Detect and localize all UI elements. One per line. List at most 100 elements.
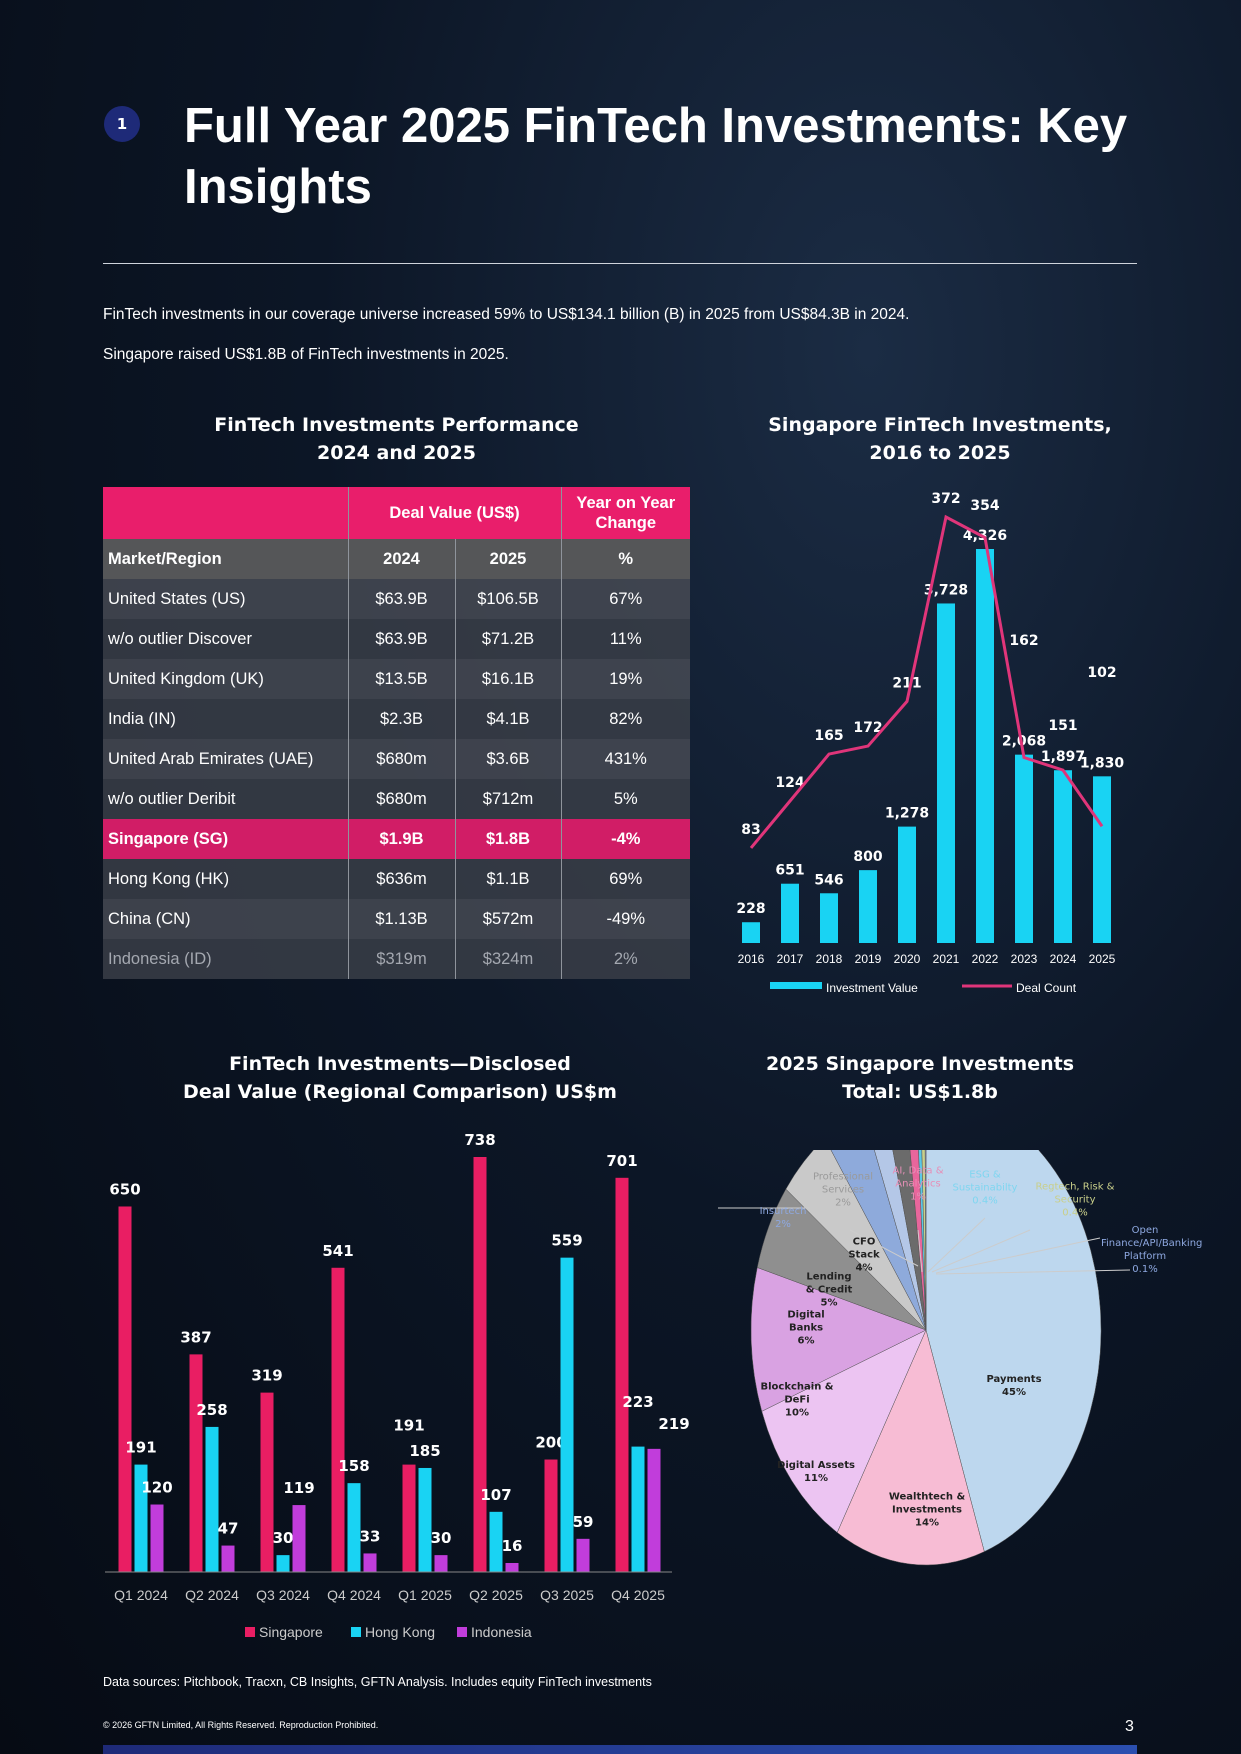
- pie-label-percent: 10%: [785, 1407, 809, 1419]
- yoy-cell: -4%: [561, 819, 690, 859]
- year-tick-label: 2021: [933, 952, 960, 966]
- yoy-cell: 431%: [561, 739, 690, 779]
- legend-label: Singapore: [259, 1624, 323, 1640]
- region-cell: w/o outlier Deribit: [103, 779, 349, 819]
- hong-kong-bar: [489, 1511, 503, 1572]
- indonesia-value-label: 47: [218, 1520, 239, 1538]
- year-tick-label: 2017: [777, 952, 804, 966]
- pie-label: Open Finance/API/Banking Platform 0.1%: [1101, 1224, 1202, 1276]
- value-2024-cell: $1.13B: [348, 899, 456, 939]
- pie-label-category: ESG & Sustainabilty: [952, 1169, 1018, 1194]
- investment-value-bar: [820, 893, 838, 943]
- year-tick-label: 2025: [1089, 952, 1116, 966]
- investment-value-bar: [1054, 770, 1072, 943]
- investment-value-label: 228: [736, 901, 765, 917]
- indonesia-value-label: 59: [573, 1513, 594, 1531]
- regional-chart-title-line1: FinTech Investments—Disclosed: [229, 1053, 571, 1075]
- hong-kong-bar: [347, 1483, 361, 1572]
- pie-slice: [918, 1150, 927, 1331]
- table-title: FinTech Investments Performance 2024 and…: [103, 411, 690, 467]
- column-header: %: [561, 539, 690, 579]
- pie-chart-title-line2: Total: US$1.8b: [842, 1081, 998, 1103]
- value-2025-cell: $3.6B: [455, 739, 562, 779]
- deal-count-label: 354: [970, 498, 999, 514]
- column-header: 2025: [455, 539, 562, 579]
- singapore-bar: [402, 1464, 416, 1572]
- table-row: China (CN) $1.13B $572m -49%: [103, 899, 690, 939]
- sg-investments-chart: 228 2016 83 651 2017 124 546 2018 165 800 2019 172 1…: [736, 498, 1116, 989]
- pie-label-percent: 14%: [915, 1517, 939, 1529]
- hong-kong-bar: [418, 1467, 432, 1572]
- investment-value-label: 2,068: [1002, 734, 1046, 750]
- value-2025-cell: $71.2B: [455, 619, 562, 659]
- leader-line: [849, 1229, 919, 1267]
- data-sources-note: Data sources: Pitchbook, Tracxn, CB Insi…: [103, 1675, 652, 1689]
- pie-label-percent: 5%: [820, 1297, 838, 1309]
- singapore-value-label: 541: [322, 1242, 353, 1260]
- singapore-value-label: 738: [464, 1131, 495, 1149]
- indonesia-bar: [647, 1448, 661, 1572]
- hong-kong-value-label: 223: [622, 1393, 653, 1411]
- indonesia-value-label: 120: [141, 1479, 172, 1497]
- pie-label: Wealthtech & Investments 14%: [882, 1491, 972, 1530]
- indonesia-bar: [221, 1545, 235, 1572]
- value-2024-cell: $63.9B: [348, 579, 456, 619]
- yoy-cell: 19%: [561, 659, 690, 699]
- deal-count-label: 151: [1048, 718, 1077, 734]
- value-2025-cell: $324m: [455, 939, 562, 979]
- hong-kong-value-label: 107: [480, 1486, 511, 1504]
- indonesia-value-label: 30: [431, 1529, 452, 1547]
- investment-value-bar: [781, 883, 799, 943]
- pie-label-percent: 2%: [775, 1219, 791, 1230]
- pie-label-category: Payments: [986, 1374, 1042, 1385]
- value-2025-cell: $16.1B: [455, 659, 562, 699]
- hong-kong-bar: [134, 1464, 148, 1572]
- value-2024-cell: $680m: [348, 739, 456, 779]
- year-tick-label: 2020: [894, 952, 921, 966]
- legend-swatch: [457, 1627, 467, 1637]
- singapore-bar: [473, 1157, 487, 1572]
- deal-count-label: 211: [892, 675, 921, 691]
- pie-label: CFO Stack 4%: [844, 1236, 884, 1275]
- singapore-value-label: 319: [251, 1367, 282, 1385]
- indonesia-bar: [434, 1555, 448, 1572]
- value-2024-cell: $636m: [348, 859, 456, 899]
- value-2025-cell: $106.5B: [455, 579, 562, 619]
- regional-comparison-chart: 650 191 120 Q1 2024 387 258 47 Q2 2024 319 30 119 Q…: [105, 1131, 690, 1640]
- pie-slice: [761, 1329, 927, 1533]
- pie-slice: [892, 1150, 927, 1331]
- legend-swatch: [351, 1627, 361, 1637]
- pie-label-percent: 45%: [1002, 1387, 1026, 1398]
- quarter-tick-label: Q3 2025: [540, 1587, 594, 1603]
- singapore-value-label: 387: [180, 1328, 211, 1346]
- pie-label-category: Blockchain & DeFi: [760, 1381, 834, 1406]
- pie-label: Lending & Credit 5%: [802, 1271, 857, 1310]
- investment-value-bar: [898, 826, 916, 943]
- pie-slice: [909, 1150, 927, 1331]
- pie-chart-title: 2025 Singapore Investments Total: US$1.8…: [720, 1050, 1120, 1106]
- hong-kong-value-label: 185: [409, 1442, 440, 1460]
- indonesia-value-label: 219: [658, 1415, 689, 1433]
- investment-value-bar: [937, 603, 955, 943]
- leader-line: [927, 1217, 986, 1273]
- value-2024-cell: $2.3B: [348, 699, 456, 739]
- performance-table: Deal Value (US$) Year on Year Change Mar…: [103, 487, 690, 979]
- table-column-header-row: Market/Region 2024 2025 %: [103, 539, 690, 579]
- divider: [103, 263, 1137, 264]
- deal-count-line: [749, 514, 1104, 849]
- singapore-bar: [118, 1206, 132, 1572]
- singapore-value-label: 701: [606, 1152, 637, 1170]
- region-cell: Indonesia (ID): [103, 939, 349, 979]
- region-cell: w/o outlier Discover: [103, 619, 349, 659]
- pie-slice: [830, 1150, 927, 1331]
- leader-line: [935, 1237, 1101, 1274]
- regional-chart-title: FinTech Investments—Disclosed Deal Value…: [120, 1050, 680, 1106]
- pie-label-percent: 4%: [855, 1262, 873, 1274]
- value-2025-cell: $572m: [455, 899, 562, 939]
- investment-value-label: 3,728: [924, 582, 968, 598]
- singapore-bar: [260, 1392, 274, 1572]
- empty-header-cell: [103, 487, 349, 539]
- deal-value-header: Deal Value (US$): [348, 487, 562, 539]
- table-row: United States (US) $63.9B $106.5B 67%: [103, 579, 690, 619]
- region-cell: Hong Kong (HK): [103, 859, 349, 899]
